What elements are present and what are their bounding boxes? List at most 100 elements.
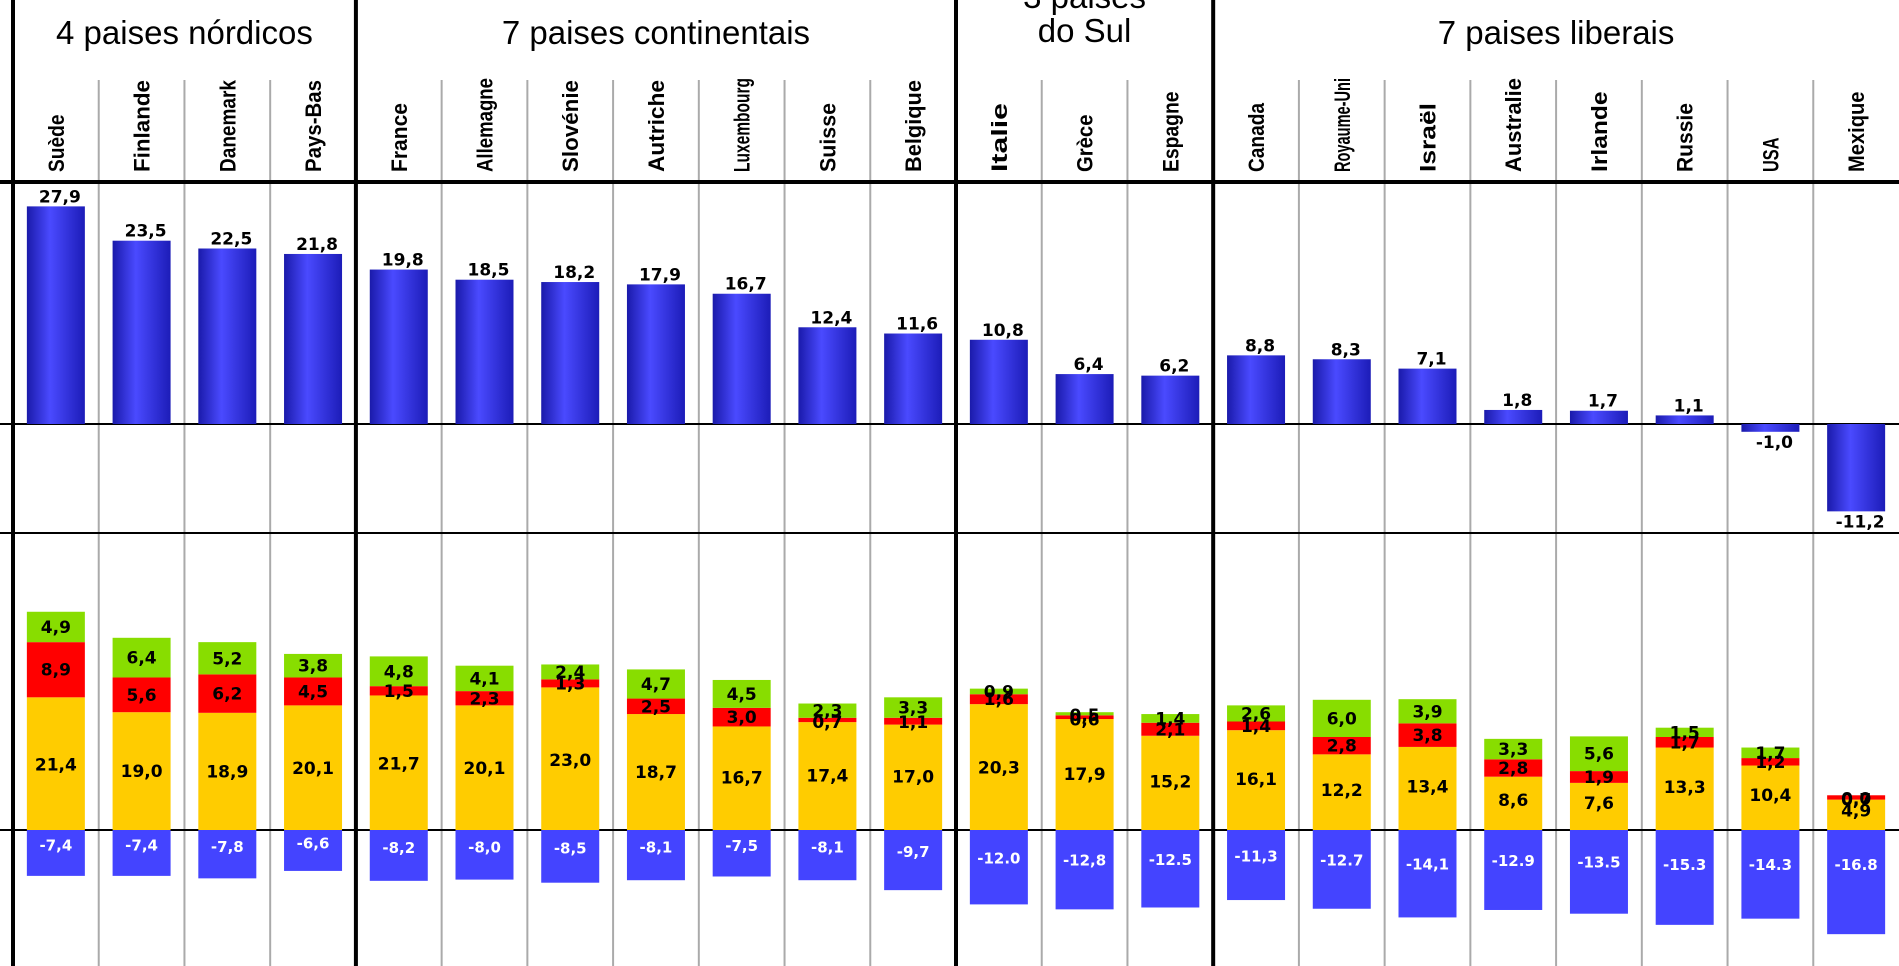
blue-label: -12.9: [1492, 852, 1535, 870]
segment-green: [1741, 747, 1800, 759]
country-label: Autriche: [644, 80, 669, 172]
green-label: 4,7: [641, 675, 671, 695]
blue-label: -13.5: [1577, 854, 1620, 872]
red-label: 4,5: [298, 682, 328, 702]
segment-blue: [626, 830, 685, 881]
segment-green: [1312, 699, 1371, 737]
blue-label: -7,4: [39, 837, 72, 855]
top-bar: [884, 333, 943, 424]
top-bar-label: 10,8: [982, 321, 1024, 341]
top-bar-label: 21,8: [296, 235, 338, 255]
top-bar-label: 1,7: [1588, 392, 1618, 412]
top-bar-label: 12,4: [810, 308, 852, 328]
country-label: Allemagne: [473, 78, 498, 172]
red-label: 0,7: [812, 713, 842, 733]
segment-red: [1141, 722, 1200, 736]
blue-label: -8,5: [554, 840, 587, 858]
blue-label: -12.0: [977, 849, 1020, 867]
green-label: 4,8: [384, 662, 414, 682]
yellow-label: 10,4: [1749, 786, 1791, 806]
yellow-label: 17,4: [806, 766, 848, 786]
segment-green: [26, 611, 85, 643]
segment-blue: [884, 830, 943, 891]
segment-red: [112, 677, 171, 713]
segment-green: [798, 703, 857, 718]
top-bar: [1484, 409, 1543, 424]
blue-label: -15.3: [1663, 856, 1706, 874]
green-label: 0,9: [984, 683, 1014, 703]
yellow-label: 21,4: [35, 755, 77, 775]
top-bar-label: 22,5: [210, 230, 252, 250]
red-label: 8,9: [41, 661, 71, 681]
top-bar-label: -1,0: [1756, 433, 1793, 453]
segment-green: [969, 688, 1028, 695]
top-bar-label: 27,9: [39, 187, 81, 207]
top-bar: [198, 248, 257, 424]
green-label: 1,7: [1755, 744, 1785, 764]
top-bar-label: 23,5: [125, 222, 167, 242]
green-label: 3,8: [298, 657, 328, 677]
segment-yellow: [1227, 730, 1286, 830]
red-label: 1,5: [384, 682, 414, 702]
top-bar-label: 7,1: [1416, 350, 1446, 370]
blue-label: -11,3: [1234, 848, 1277, 866]
segment-blue: [541, 830, 600, 883]
red-label: 1,7: [1670, 733, 1700, 753]
yellow-label: 20,1: [464, 759, 506, 779]
segment-yellow: [884, 724, 943, 830]
top-bar-label: 18,5: [468, 261, 510, 281]
blue-label: -8,1: [811, 839, 844, 857]
segment-yellow: [1569, 782, 1628, 830]
top-bar-label: 8,3: [1331, 340, 1361, 360]
yellow-label: 18,9: [206, 762, 248, 782]
segment-red: [541, 679, 600, 688]
segment-blue: [1484, 830, 1543, 910]
red-label: 3,0: [727, 708, 757, 728]
yellow-label: 13,3: [1664, 778, 1706, 798]
blue-label: -16.8: [1835, 856, 1878, 874]
yellow-label: 4,9: [1841, 801, 1871, 821]
segment-red: [1312, 737, 1371, 755]
segment-yellow: [1055, 719, 1114, 830]
segment-blue: [1055, 830, 1114, 910]
segment-red: [1055, 715, 1114, 720]
country-label: Luxembourg: [730, 78, 755, 172]
blue-label: -8,1: [640, 839, 673, 857]
country-label: Espagne: [1158, 92, 1183, 173]
country-label: Finlande: [130, 80, 155, 172]
segment-yellow: [1655, 747, 1714, 830]
segment-green: [1227, 705, 1286, 722]
top-bar: [369, 269, 428, 424]
segment-red: [455, 691, 514, 706]
segment-yellow: [198, 712, 257, 830]
segment-yellow: [798, 722, 857, 830]
segment-yellow: [455, 705, 514, 830]
green-label: 4,9: [41, 618, 71, 638]
country-label: Australie: [1501, 78, 1526, 172]
country-label: Canada: [1244, 102, 1269, 172]
yellow-label: 21,7: [378, 754, 420, 774]
country-label: Irlande: [1587, 92, 1612, 173]
segment-red: [1741, 758, 1800, 766]
top-bar-label: 17,9: [639, 265, 681, 285]
yellow-label: 19,0: [121, 762, 163, 782]
top-bar: [1312, 359, 1371, 424]
group-title: 7 paises continentais: [502, 14, 810, 51]
country-label: Suède: [44, 115, 69, 173]
top-bar-label: 16,7: [725, 275, 767, 295]
segment-blue: [369, 830, 428, 881]
yellow-label: 16,1: [1235, 770, 1277, 790]
blue-label: -12.7: [1320, 851, 1363, 869]
blue-label: -12,8: [1063, 852, 1106, 870]
green-label: 2,6: [1241, 704, 1271, 724]
segment-green: [1569, 736, 1628, 772]
segment-blue: [1312, 830, 1371, 909]
green-label: 3,3: [898, 699, 928, 719]
segment-green: [112, 637, 171, 678]
bars-layer: [26, 206, 1886, 935]
segment-blue: [198, 830, 257, 879]
top-bar: [284, 253, 343, 424]
top-bar-label: 6,2: [1159, 357, 1189, 377]
top-bar: [1741, 424, 1800, 432]
labels-layer: 4 paises nórdicos 7 paises continentais 3 …: [35, 0, 1885, 874]
